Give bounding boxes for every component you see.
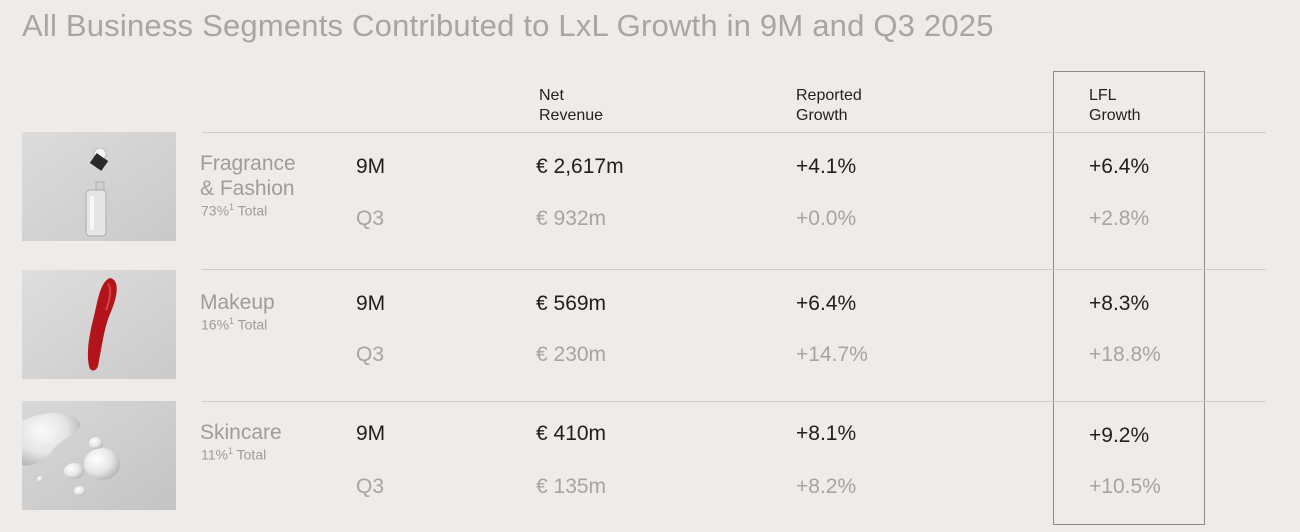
reported-growth-value: +0.0% (796, 207, 857, 230)
makeup-image (22, 270, 176, 379)
period-q3: Q3 (356, 207, 385, 230)
period-9m: 9M (356, 155, 386, 178)
net-revenue-value: € 135m (536, 475, 607, 498)
page-title: All Business Segments Contributed to LxL… (22, 8, 994, 43)
reported-growth-value: +4.1% (796, 155, 857, 178)
lfl-growth-value: +9.2% (1089, 424, 1150, 447)
lfl-growth-value: +18.8% (1089, 343, 1161, 366)
period-9m: 9M (356, 292, 386, 315)
lfl-growth-value: +6.4% (1089, 155, 1150, 178)
skincare-image (22, 401, 176, 510)
lfl-growth-value: +8.3% (1089, 292, 1150, 315)
net-revenue-value: € 569m (536, 292, 607, 315)
row-divider (202, 132, 1266, 133)
row-divider (202, 269, 1266, 270)
header-reported-growth: Reported Growth (796, 87, 862, 124)
lfl-growth-value: +2.8% (1089, 207, 1150, 230)
segment-share-makeup: 16%1 Total (201, 316, 268, 333)
period-q3: Q3 (356, 475, 385, 498)
segment-share-fragrance: 73%1 Total (201, 202, 268, 219)
reported-growth-value: +8.1% (796, 422, 857, 445)
segment-name-skincare: Skincare (200, 421, 282, 444)
row-divider (202, 401, 1266, 402)
net-revenue-value: € 230m (536, 343, 607, 366)
lfl-growth-value: +10.5% (1089, 475, 1161, 498)
net-revenue-value: € 2,617m (536, 155, 624, 178)
segment-name-fragrance: Fragrance & Fashion (200, 152, 296, 200)
lfl-highlight-box (1053, 71, 1205, 525)
net-revenue-value: € 410m (536, 422, 607, 445)
header-lfl-growth: LFL Growth (1089, 87, 1141, 124)
reported-growth-value: +6.4% (796, 292, 857, 315)
fragrance-image (22, 132, 176, 241)
reported-growth-value: +14.7% (796, 343, 868, 366)
segment-name-makeup: Makeup (200, 291, 275, 314)
segment-share-skincare: 11%1 Total (201, 446, 267, 463)
period-9m: 9M (356, 422, 386, 445)
reported-growth-value: +8.2% (796, 475, 857, 498)
header-net-revenue: Net Revenue (539, 87, 604, 124)
net-revenue-value: € 932m (536, 207, 607, 230)
period-q3: Q3 (356, 343, 385, 366)
